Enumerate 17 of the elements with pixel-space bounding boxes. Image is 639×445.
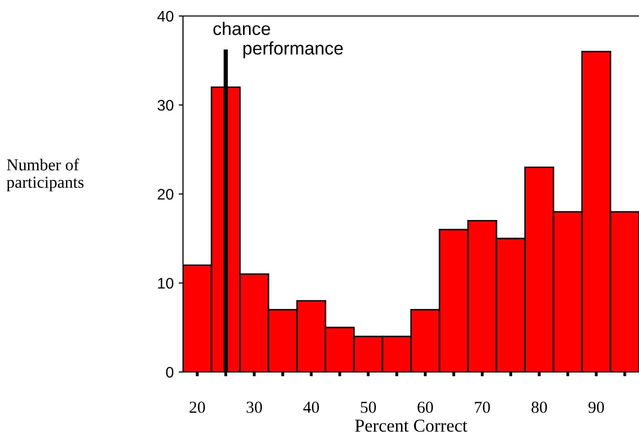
y-tick-label: 0 (166, 366, 174, 378)
x-tick-label: 40 (303, 402, 319, 413)
y-axis-title: Number of participants (6, 158, 84, 192)
y-tick-label: 10 (158, 278, 174, 289)
y-tick-label: 40 (157, 10, 174, 22)
x-tick-label: 80 (532, 402, 547, 413)
x-tick-label: 30 (246, 402, 262, 413)
y-tick-label: 30 (158, 100, 174, 111)
y-tick-label: 20 (158, 188, 174, 200)
x-tick-label: 70 (475, 402, 490, 413)
x-tick-label: 90 (588, 402, 604, 413)
x-tick-label: 60 (418, 402, 433, 413)
annotation: performance (243, 41, 343, 58)
annotation: chance (213, 22, 270, 36)
x-tick-label: 50 (360, 402, 376, 413)
x-axis-title: Percent Correct (355, 420, 468, 432)
x-tick-label: 20 (190, 402, 205, 413)
